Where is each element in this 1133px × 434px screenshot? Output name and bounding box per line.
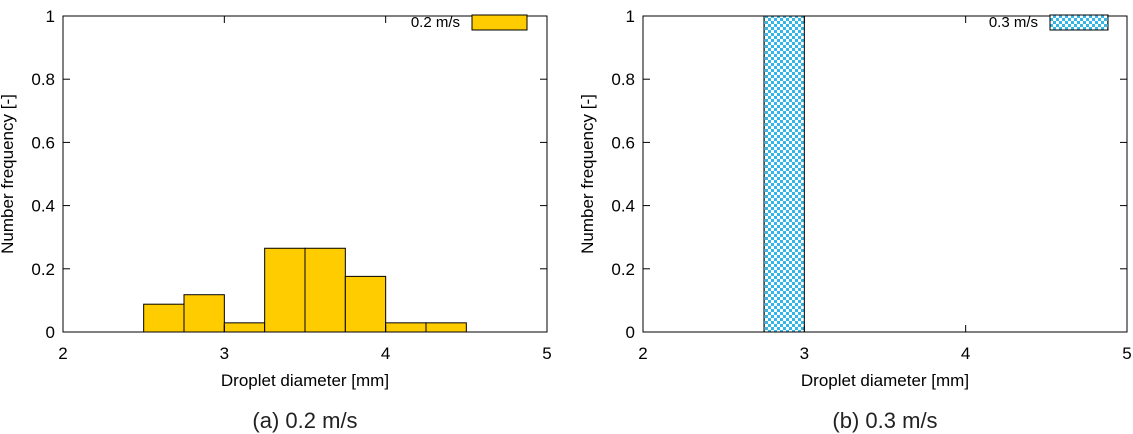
y-ticks-b: 0 0.2 0.4 0.6 0.8 1: [611, 7, 1127, 342]
chart-panel-b: 2 3 4 5 0 0.2 0.4 0.6 0.8 1 Droplet diameter [mm…: [578, 7, 1132, 433]
panel-caption-b: (b) 0.3 m/s: [832, 408, 937, 433]
bar-a-0: [143, 303, 185, 333]
y-tick-label-b-4: 0.8: [611, 70, 635, 89]
panel-caption-a: (a) 0.2 m/s: [252, 408, 357, 433]
y-axis-title-a: Number frequency [-]: [0, 94, 17, 254]
x-tick-label-a-2: 4: [381, 344, 390, 363]
x-ticks-b: 2 3 4 5: [638, 16, 1132, 363]
x-axis-title-a: Droplet diameter [mm]: [221, 371, 389, 390]
y-tick-label-b-5: 1: [626, 7, 635, 26]
legend-swatch-b: [1049, 14, 1109, 31]
x-tick-label-b-1: 3: [800, 344, 809, 363]
plot-frame-b: [642, 15, 1128, 333]
y-tick-label-a-3: 0.6: [31, 133, 55, 152]
x-ticks-a: 2 3 4 5: [58, 16, 552, 363]
y-axis-title-b: Number frequency [-]: [578, 94, 597, 254]
x-tick-label-a-0: 2: [58, 344, 67, 363]
bar-b-0: [763, 15, 805, 333]
y-tick-label-a-0: 0: [46, 323, 55, 342]
bars-b: [763, 15, 805, 333]
chart-panel-a: 2 3 4 5 0 0.2 0.4 0.6 0.8 1 Droplet diameter [mm…: [0, 7, 552, 433]
legend-label-a: 0.2 m/s: [411, 14, 460, 31]
bars-a: [143, 247, 467, 333]
y-tick-label-b-1: 0.2: [611, 260, 635, 279]
legend-a: 0.2 m/s: [411, 14, 528, 31]
x-tick-label-a-3: 5: [542, 344, 551, 363]
y-tick-label-b-0: 0: [626, 323, 635, 342]
bar-a-2: [223, 322, 266, 333]
y-tick-label-a-1: 0.2: [31, 260, 55, 279]
y-tick-label-b-2: 0.4: [611, 197, 635, 216]
bar-a-4: [304, 247, 346, 333]
y-tick-label-b-3: 0.6: [611, 133, 635, 152]
legend-swatch-a: [471, 14, 528, 31]
bar-a-3: [264, 247, 306, 333]
x-tick-label-b-3: 5: [1122, 344, 1131, 363]
bar-a-1: [183, 294, 225, 333]
bar-a-7: [425, 322, 467, 333]
x-tick-label-b-2: 4: [961, 344, 970, 363]
y-tick-label-a-2: 0.4: [31, 197, 55, 216]
legend-label-b: 0.3 m/s: [989, 14, 1038, 31]
x-tick-label-b-0: 2: [638, 344, 647, 363]
y-tick-label-a-4: 0.8: [31, 70, 55, 89]
x-tick-label-a-1: 3: [220, 344, 229, 363]
y-ticks-a: 0 0.2 0.4 0.6 0.8 1: [31, 7, 547, 342]
bar-a-6: [385, 322, 427, 333]
legend-b: 0.3 m/s: [989, 14, 1109, 31]
bar-a-5: [344, 275, 387, 333]
y-tick-label-a-5: 1: [46, 7, 55, 26]
x-axis-title-b: Droplet diameter [mm]: [801, 371, 969, 390]
